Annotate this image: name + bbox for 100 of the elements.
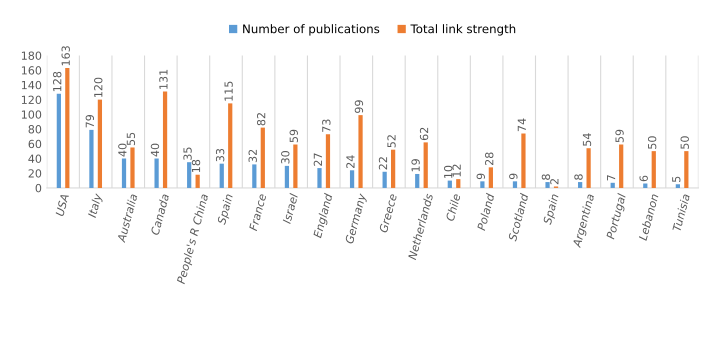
data-label: 62 — [420, 128, 428, 140]
bar — [89, 130, 94, 188]
bar — [456, 179, 460, 188]
data-label: 59 — [290, 130, 298, 142]
x-tick-label: Spain — [216, 194, 236, 226]
bar — [586, 148, 591, 188]
bar — [643, 184, 648, 188]
data-label: 8 — [574, 174, 583, 180]
y-tick-label: 20 — [28, 169, 42, 178]
bar — [196, 174, 200, 188]
data-label: 82 — [256, 113, 266, 126]
data-label: 9 — [509, 174, 518, 180]
data-label: 128 — [53, 72, 62, 92]
x-tick-label: France — [248, 193, 266, 232]
data-label: 19 — [411, 159, 420, 172]
x-tick-label: Poland — [476, 192, 495, 231]
bar — [619, 144, 624, 188]
data-label: 9 — [476, 174, 485, 180]
data-label: 163 — [61, 46, 70, 66]
bar — [122, 158, 126, 188]
bar — [684, 151, 688, 188]
data-label: 2 — [550, 179, 558, 184]
y-tick-label: 0 — [36, 184, 42, 192]
data-label: 120 — [94, 78, 102, 97]
bar — [676, 184, 680, 188]
bar — [448, 180, 452, 188]
bar — [284, 166, 290, 188]
data-label: 7 — [607, 175, 616, 180]
y-tick-label: 80 — [28, 125, 42, 134]
data-label: 115 — [224, 82, 233, 101]
y-tick-label: 120 — [22, 96, 42, 104]
bar — [252, 164, 256, 188]
bar — [187, 162, 192, 188]
data-label: 55 — [126, 132, 136, 146]
bar — [480, 181, 485, 188]
bar — [488, 167, 493, 188]
bar — [65, 68, 70, 188]
data-label: 79 — [86, 114, 94, 128]
bar — [415, 174, 420, 188]
bar — [424, 142, 428, 188]
bar — [545, 182, 550, 188]
data-label: 12 — [452, 164, 461, 176]
data-label: 131 — [159, 70, 168, 89]
bar — [220, 164, 224, 188]
data-label: 27 — [314, 153, 322, 166]
bar — [610, 182, 615, 188]
y-tick-label: 40 — [28, 154, 42, 163]
data-label: 30 — [281, 151, 290, 164]
bar — [98, 100, 102, 188]
bar — [260, 128, 265, 188]
bar — [512, 181, 518, 188]
x-tick-label: Chile — [445, 193, 461, 222]
data-label: 40 — [118, 144, 127, 156]
data-label: 50 — [680, 136, 689, 149]
data-label: 99 — [354, 100, 364, 113]
x-tick-label: USA — [55, 194, 69, 216]
x-tick-label: Tunisia — [672, 194, 690, 232]
y-tick-label: 100 — [22, 110, 42, 119]
bar — [130, 147, 135, 188]
bar — [162, 92, 168, 188]
data-label: 35 — [183, 148, 192, 160]
data-label: 28 — [485, 152, 494, 166]
x-tick-label: Israel — [282, 192, 298, 224]
data-label: 32 — [248, 150, 257, 162]
bar — [578, 182, 582, 188]
y-tick-label: 140 — [22, 80, 42, 90]
data-label: 33 — [216, 148, 224, 162]
x-tick-label: England — [312, 192, 335, 239]
data-label: 18 — [192, 160, 200, 172]
x-tick-label: Canada — [150, 194, 170, 236]
bar — [382, 172, 387, 188]
bar — [56, 94, 61, 188]
y-tick-label: 160 — [22, 66, 42, 75]
x-tick-label: Italy — [87, 192, 104, 219]
bar — [350, 170, 354, 188]
legend-label: Total link strength — [410, 24, 516, 36]
x-tick-label: Greece — [378, 193, 398, 233]
bar — [154, 158, 159, 188]
data-label: 5 — [672, 176, 680, 182]
data-label: 73 — [322, 120, 331, 132]
data-label: 59 — [615, 130, 624, 142]
y-tick-label: 180 — [22, 51, 42, 60]
x-tick-label: Spain — [542, 194, 561, 226]
data-label: 6 — [639, 176, 648, 182]
bar — [326, 134, 330, 188]
bar — [317, 168, 322, 188]
y-tick-label: 60 — [28, 140, 42, 148]
data-label: 52 — [387, 135, 396, 148]
data-label: 10 — [444, 166, 452, 178]
bar — [652, 151, 656, 188]
data-label: 50 — [648, 136, 656, 149]
data-label: 54 — [582, 133, 592, 146]
bar — [358, 115, 363, 188]
data-label: 74 — [518, 118, 526, 132]
data-label: 8 — [542, 174, 550, 180]
data-label: 22 — [378, 157, 388, 170]
legend-label: Number of publications — [243, 24, 380, 36]
data-label: 24 — [346, 155, 354, 168]
bar — [228, 103, 232, 188]
bar — [521, 133, 526, 188]
